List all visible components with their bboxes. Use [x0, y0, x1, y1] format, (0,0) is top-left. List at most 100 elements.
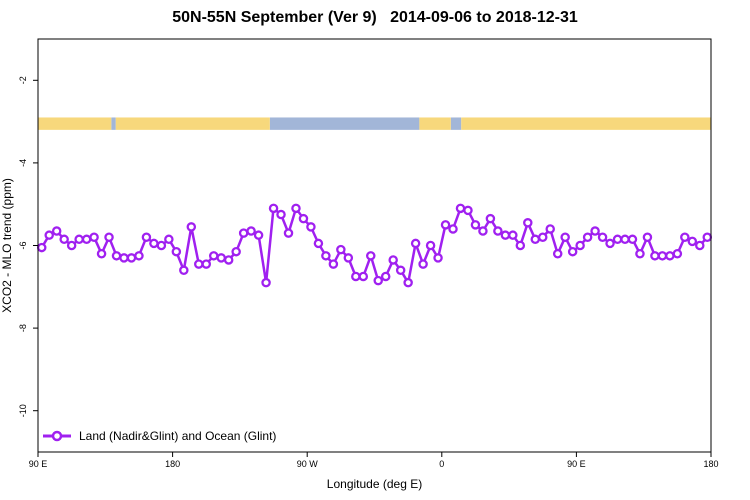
data-point: [523, 218, 533, 228]
data-point: [306, 222, 316, 232]
data-point: [515, 240, 526, 251]
data-point: [642, 232, 653, 242]
data-point: [620, 234, 630, 245]
data-point: [149, 238, 159, 249]
data-point: [134, 251, 144, 261]
data-point: [493, 226, 503, 236]
data-point: [650, 251, 660, 261]
data-point: [530, 234, 541, 245]
land-segment: [461, 117, 711, 130]
data-point: [44, 230, 54, 240]
y-axis-title: XCO2 - MLO trend (ppm): [0, 178, 14, 313]
x-tick-label: 90 E: [29, 459, 48, 469]
y-axis: -2 -4 -6 -8 -10: [18, 76, 38, 417]
data-point: [111, 251, 122, 261]
data-point: [440, 220, 451, 230]
data-point: [575, 240, 585, 251]
data-point: [665, 251, 675, 261]
data-point: [478, 226, 488, 236]
data-point: [425, 240, 436, 251]
ocean-segment: [269, 117, 420, 130]
data-point: [223, 255, 234, 265]
data-point: [582, 232, 593, 242]
data-point: [351, 271, 361, 282]
land-segment: [419, 117, 451, 130]
land-ocean-surface-band: [38, 117, 711, 130]
data-point: [231, 246, 241, 257]
x-axis-title: Longitude (deg E): [327, 477, 422, 491]
y-tick-label: -6: [18, 241, 28, 249]
data-point: [246, 226, 256, 236]
data-point: [687, 236, 698, 247]
data-point: [410, 238, 421, 249]
data-point: [366, 251, 376, 261]
data-point: [298, 213, 309, 224]
land-segment: [115, 117, 270, 130]
data-point: [36, 242, 47, 253]
data-point: [238, 228, 249, 238]
data-point: [328, 259, 339, 269]
x-axis: 90 E 180 90 W 0 90 E 180: [29, 452, 719, 469]
data-point: [463, 205, 473, 216]
ocean-segment: [111, 117, 116, 130]
data-point: [627, 234, 638, 245]
legend-label: Land (Nadir&Glint) and Ocean (Glint): [79, 429, 276, 443]
data-point: [179, 265, 189, 276]
data-point: [276, 209, 286, 220]
data-point: [448, 224, 458, 234]
data-point: [291, 203, 301, 214]
data-point: [343, 253, 354, 263]
data-point: [373, 275, 383, 286]
y-tick-label: -8: [18, 324, 28, 332]
data-point: [261, 277, 271, 288]
data-point: [253, 230, 264, 240]
data-point: [567, 246, 578, 257]
data-point: [321, 251, 331, 261]
data-point: [388, 255, 398, 265]
data-point: [403, 277, 413, 288]
data-point: [395, 265, 406, 276]
data-point: [500, 230, 511, 240]
data-point: [657, 251, 668, 261]
data-point: [702, 232, 713, 242]
data-point: [74, 234, 84, 245]
data-point: [104, 232, 114, 242]
x-tick-label: 180: [703, 459, 718, 469]
data-point: [171, 246, 182, 257]
data-point: [119, 253, 129, 263]
data-point: [672, 249, 683, 259]
data-point: [560, 232, 570, 242]
data-point: [81, 234, 92, 245]
data-point: [605, 238, 615, 249]
legend: Land (Nadir&Glint) and Ocean (Glint): [43, 429, 276, 443]
data-point: [51, 226, 62, 236]
legend-marker-swatch: [51, 430, 63, 442]
data-point: [545, 224, 555, 234]
data-point: [141, 232, 152, 242]
data-point: [156, 240, 167, 251]
data-point: [283, 228, 294, 238]
data-point: [89, 232, 99, 242]
data-point: [216, 253, 226, 263]
data-point: [66, 240, 77, 251]
data-point: [418, 259, 428, 269]
data-point: [538, 232, 548, 242]
data-point: [612, 234, 623, 245]
data-point: [455, 203, 466, 214]
data-point: [552, 249, 563, 259]
x-tick-label: 180: [165, 459, 180, 469]
y-tick-label: -10: [18, 404, 28, 417]
land-segment: [38, 117, 112, 130]
chart-title: 50N-55N September (Ver 9) 2014-09-06 to …: [172, 9, 578, 26]
data-point: [201, 259, 211, 269]
y-tick-label: -4: [18, 159, 28, 167]
data-point: [336, 244, 346, 255]
data-point: [194, 259, 204, 269]
data-point: [186, 222, 197, 232]
data-point: [268, 203, 279, 214]
x-tick-label: 0: [439, 459, 444, 469]
data-point: [59, 234, 69, 245]
data-point: [358, 271, 369, 282]
data-point: [508, 230, 518, 240]
